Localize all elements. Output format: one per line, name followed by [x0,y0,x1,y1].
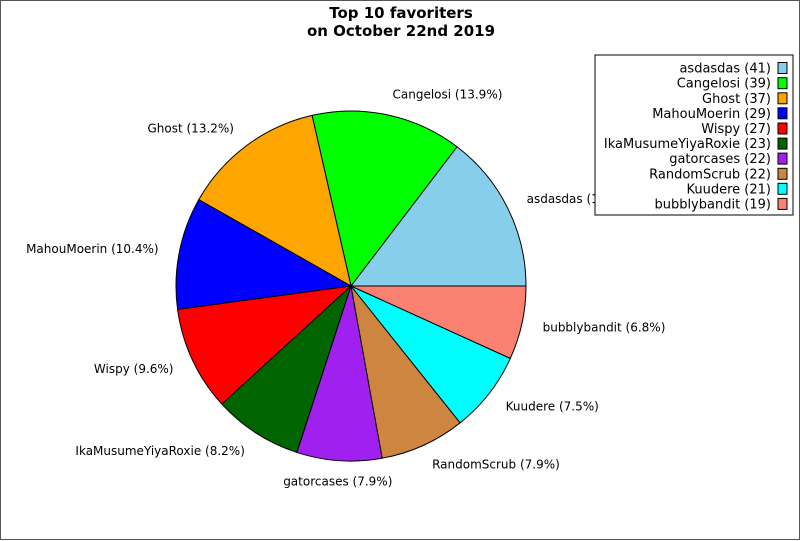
legend: asdasdas (41)Cangelosi (39)Ghost (37)Mah… [594,54,794,216]
slice-label-mahoumoerin: MahouMoerin (10.4%) [26,242,159,256]
legend-label-gatorcases: gatorcases (22) [669,152,771,167]
pie-slice-cangelosi [311,110,458,288]
slice-labels: asdasdas (15.0%)Cangelosi (13.9%)Ghost (… [26,87,665,488]
slice-label-kuudere: Kuudere (7.5%) [506,400,599,414]
legend-swatch-asdasdas [777,62,788,74]
pie-slice-ikamusumeyiyaroxie [221,284,353,454]
legend-swatch-bubblybandit [777,197,788,210]
legend-label-cangelosi: Cangelosi (39) [677,77,771,92]
slice-label-randomscrub: RandomScrub (7.9%) [432,458,560,472]
pie-slices [175,110,527,462]
pie-slice-asdasdas [349,146,527,287]
legend-swatch-gatorcases [777,152,788,165]
legend-label-asdasdas: asdasdas (41) [679,62,771,77]
legend-label-ikamusumeyiyaroxie: IkaMusumeYiyaRoxie (23) [604,137,771,152]
slice-label-ikamusumeyiyaroxie: IkaMusumeYiyaRoxie (8.2%) [75,444,244,458]
slice-label-bubblybandit: bubblybandit (6.8%) [543,321,666,335]
legend-label-kuudere: Kuudere (21) [687,182,771,197]
slice-label-gatorcases: gatorcases (7.9%) [283,475,392,489]
chart-title-line-1: Top 10 favoriters [329,4,473,22]
slice-label-ghost: Ghost (13.2%) [147,122,234,136]
legend-label-mahoumoerin: MahouMoerin (29) [652,107,771,122]
legend-swatch-ikamusumeyiyaroxie [777,137,788,150]
legend-label-ghost: Ghost (37) [702,92,771,107]
pie-slice-ghost [198,114,352,287]
legend-label-wispy: Wispy (27) [701,122,771,137]
legend-swatch-wispy [777,122,788,135]
legend-swatch-cangelosi [777,77,788,90]
chart-title-line-2: on October 22nd 2019 [307,22,495,40]
legend-swatch-mahoumoerin [777,107,788,120]
legend-swatch-randomscrub [777,167,788,180]
slice-label-wispy: Wispy (9.6%) [94,362,174,376]
legend-label-randomscrub: RandomScrub (22) [649,167,771,182]
pie-slice-wispy [177,285,353,405]
slice-label-cangelosi: Cangelosi (13.9%) [393,87,503,101]
legend-swatch-ghost [777,92,788,105]
pie-slice-mahoumoerin [175,198,353,311]
legend-box [594,54,794,216]
pie-slice-bubblybandit [350,285,527,360]
chart-title: Top 10 favoriters on October 22nd 2019 [307,4,495,40]
legend-label-bubblybandit: bubblybandit (19) [654,197,771,212]
legend-swatch-kuudere [777,182,788,195]
